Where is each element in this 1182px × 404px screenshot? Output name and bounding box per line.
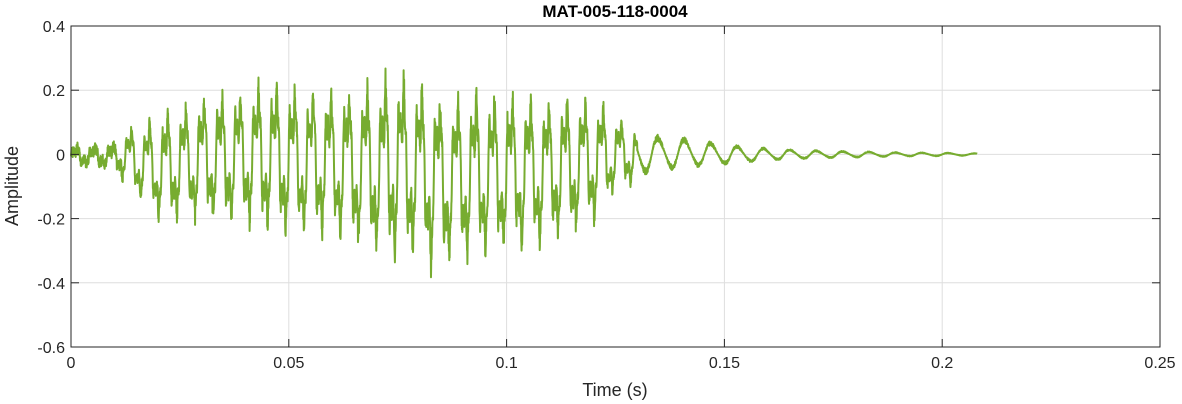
waveform-line xyxy=(70,67,978,279)
ticks: 0 0.05 0.1 0.15 0.2 0.25 -0.6 -0.4 -0.2 0 0.2 0.4 xyxy=(37,19,1175,372)
y-tick-label: -0.6 xyxy=(37,340,65,357)
y-axis-label: Amplitude xyxy=(2,146,22,226)
y-tick-label: -0.2 xyxy=(37,212,65,229)
chart-title: MAT-005-118-0004 xyxy=(542,2,688,21)
x-tick-label: 0.25 xyxy=(1144,355,1175,372)
x-tick-label: 0.15 xyxy=(709,355,740,372)
x-axis-label: Time (s) xyxy=(582,380,647,400)
plot-frame xyxy=(70,25,1161,348)
y-tick-label: 0.4 xyxy=(43,19,65,36)
y-tick-label: -0.4 xyxy=(37,276,65,293)
x-tick-label: 0.2 xyxy=(931,355,953,372)
y-tick-label: 0 xyxy=(56,147,65,164)
x-tick-label: 0 xyxy=(67,355,76,372)
x-tick-label: 0.1 xyxy=(495,355,517,372)
x-tick-label: 0.05 xyxy=(273,355,304,372)
waveform-series xyxy=(70,67,978,279)
y-tick-label: 0.2 xyxy=(43,83,65,100)
